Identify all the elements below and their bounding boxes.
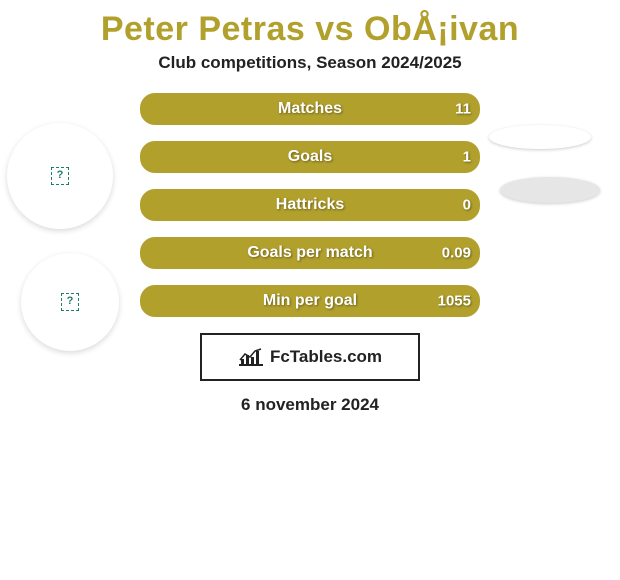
stat-label: Matches xyxy=(278,100,342,118)
comparison-content: ? ? Matches 11 Goals 1 Hattricks 0 Goals… xyxy=(0,93,620,415)
side-oval-1 xyxy=(489,125,591,149)
side-oval-2 xyxy=(500,177,600,203)
brand-box: FcTables.com xyxy=(200,333,420,381)
stat-value-left: 1055 xyxy=(438,293,471,310)
date-text: 6 november 2024 xyxy=(0,395,620,415)
stat-row-goals-per-match: Goals per match 0.09 xyxy=(140,237,480,269)
page-title: Peter Petras vs ObÅ¡ivan xyxy=(0,10,620,49)
player-avatar-left-2: ? xyxy=(21,253,119,351)
stat-row-min-per-goal: Min per goal 1055 xyxy=(140,285,480,317)
stat-row-matches: Matches 11 xyxy=(140,93,480,125)
stat-label: Goals per match xyxy=(247,244,372,262)
stat-label: Hattricks xyxy=(276,196,344,214)
player-avatar-left-1: ? xyxy=(7,123,113,229)
stat-rows: Matches 11 Goals 1 Hattricks 0 Goals per… xyxy=(140,93,480,317)
brand-bars-icon xyxy=(238,348,264,366)
stat-row-goals: Goals 1 xyxy=(140,141,480,173)
stat-row-hattricks: Hattricks 0 xyxy=(140,189,480,221)
image-placeholder-icon: ? xyxy=(61,293,79,311)
brand-text: FcTables.com xyxy=(270,347,382,367)
stat-value-left: 0.09 xyxy=(442,245,471,262)
subtitle: Club competitions, Season 2024/2025 xyxy=(0,53,620,73)
stat-label: Goals xyxy=(288,148,332,166)
stat-label: Min per goal xyxy=(263,292,357,310)
stat-value-left: 1 xyxy=(463,149,471,166)
image-placeholder-icon: ? xyxy=(51,167,69,185)
stat-value-left: 11 xyxy=(455,101,471,118)
stat-value-left: 0 xyxy=(463,197,471,214)
